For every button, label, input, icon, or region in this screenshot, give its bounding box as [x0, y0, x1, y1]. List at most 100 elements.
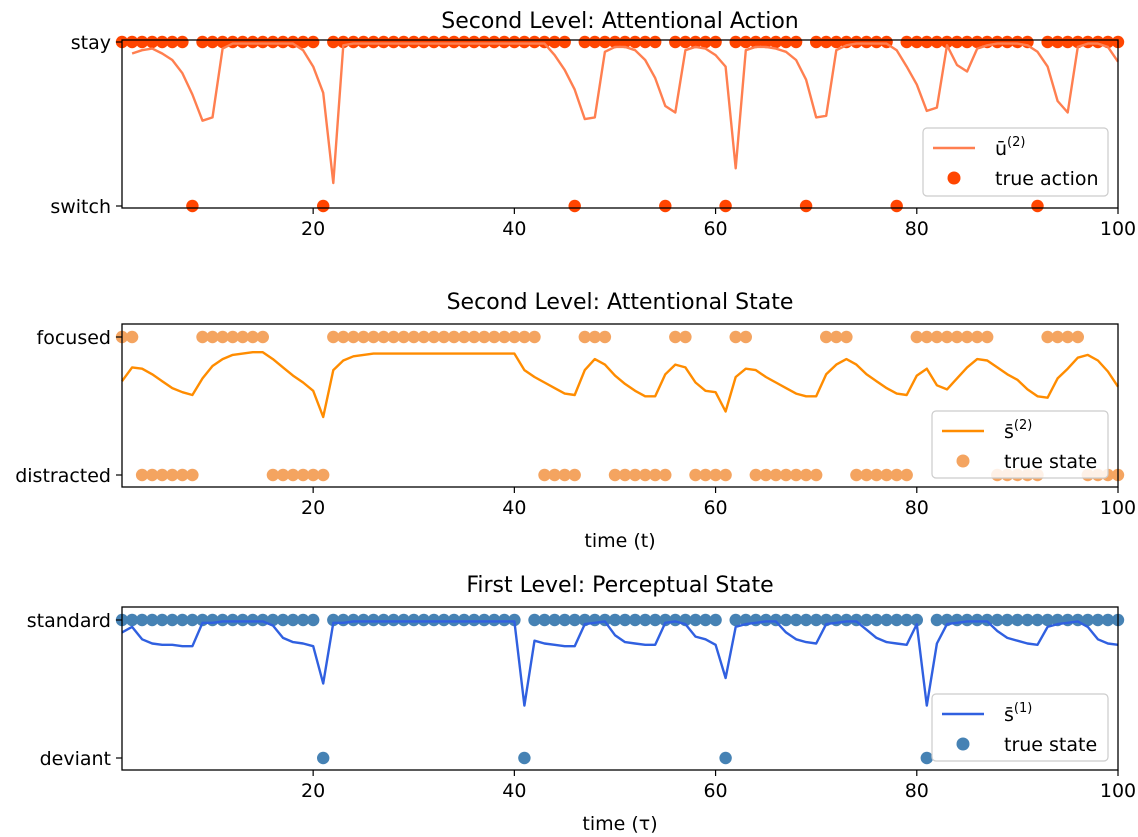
data-point — [317, 751, 330, 765]
x-tick-label: 20 — [301, 218, 325, 240]
data-point — [296, 35, 310, 49]
y-tick-label: focused — [37, 327, 111, 349]
data-point — [598, 35, 612, 49]
data-point — [920, 330, 933, 344]
x-tick-label: 80 — [905, 218, 929, 240]
x-tick-label: 80 — [905, 780, 929, 802]
data-point — [437, 35, 451, 49]
data-point — [347, 613, 360, 627]
data-point — [216, 330, 229, 344]
data-point — [1031, 613, 1044, 627]
chart-title: Second Level: Attentional Action — [441, 9, 798, 34]
data-point — [357, 330, 370, 344]
data-point — [749, 35, 762, 49]
data-point — [769, 35, 783, 49]
legend: s̄(1) true state — [931, 693, 1109, 762]
data-point — [880, 613, 893, 627]
data-point — [508, 35, 521, 49]
data-point — [930, 613, 944, 627]
data-point — [417, 35, 430, 49]
x-tick-label: 80 — [905, 497, 929, 519]
data-point — [1031, 199, 1044, 213]
data-point — [1001, 613, 1014, 627]
data-point — [548, 613, 561, 627]
data-point — [367, 330, 380, 344]
data-point — [799, 613, 813, 627]
data-point — [729, 613, 742, 627]
data-point — [125, 35, 139, 49]
data-point — [1001, 35, 1014, 49]
x-axis-label: time (τ) — [582, 813, 657, 835]
data-point — [125, 330, 139, 344]
data-point — [266, 468, 280, 482]
data-point — [156, 613, 169, 627]
data-point — [186, 468, 199, 482]
data-point — [779, 35, 793, 49]
data-point — [528, 35, 541, 49]
data-point — [1061, 35, 1074, 49]
data-point — [196, 35, 209, 49]
data-point — [598, 330, 612, 344]
data-point — [920, 35, 933, 49]
data-point — [1011, 613, 1024, 627]
legend-box — [931, 410, 1109, 479]
data-point — [759, 613, 773, 627]
x-tick-label: 100 — [1100, 218, 1136, 240]
data-point — [427, 35, 441, 49]
data-point — [327, 35, 340, 49]
legend-box — [931, 693, 1109, 762]
data-point — [1091, 613, 1105, 627]
data-point — [940, 35, 954, 49]
data-point — [206, 330, 219, 344]
data-point — [628, 468, 642, 482]
data-point — [518, 330, 531, 344]
data-point — [689, 613, 702, 627]
data-point — [950, 35, 964, 49]
data-point — [176, 35, 189, 49]
data-point — [286, 613, 300, 627]
data-point — [598, 613, 612, 627]
data-point — [639, 35, 652, 49]
data-point — [276, 468, 290, 482]
data-point — [397, 35, 410, 49]
data-point — [135, 613, 149, 627]
data-point — [427, 613, 441, 627]
x-axis-label: time (t) — [584, 530, 655, 552]
data-point — [357, 613, 370, 627]
data-point — [538, 35, 551, 49]
data-point — [860, 468, 873, 482]
data-point — [176, 468, 189, 482]
data-point — [960, 35, 974, 49]
x-tick-label: 20 — [301, 497, 325, 519]
data-point — [971, 330, 984, 344]
data-point — [407, 330, 420, 344]
data-point — [216, 613, 229, 627]
data-point — [166, 613, 179, 627]
data-point — [135, 468, 149, 482]
x-tick-label: 100 — [1100, 780, 1136, 802]
data-point — [709, 35, 722, 49]
legend-dot-swatch — [956, 737, 970, 751]
legend-label: ū(2) — [995, 135, 1025, 160]
data-point — [649, 613, 662, 627]
data-point — [367, 613, 380, 627]
x-tick-label: 60 — [703, 780, 727, 802]
true-series-dots — [115, 613, 1125, 765]
data-point — [286, 468, 300, 482]
data-point — [789, 35, 803, 49]
data-point — [176, 613, 189, 627]
data-point — [739, 35, 752, 49]
chart-panel-2: Second Level: Attentional State 20 40 60 80 1… — [15, 290, 1136, 552]
chart-panel-1: Second Level: Attentional Action 20 40 60 80… — [50, 9, 1136, 240]
data-point — [779, 468, 793, 482]
data-point — [1101, 613, 1115, 627]
data-point — [528, 330, 541, 344]
data-point — [296, 468, 310, 482]
x-tick-label: 40 — [502, 497, 526, 519]
data-point — [498, 330, 511, 344]
data-point — [608, 35, 622, 49]
data-point — [981, 330, 994, 344]
data-point — [377, 35, 390, 49]
data-point — [769, 468, 783, 482]
data-point — [639, 468, 652, 482]
